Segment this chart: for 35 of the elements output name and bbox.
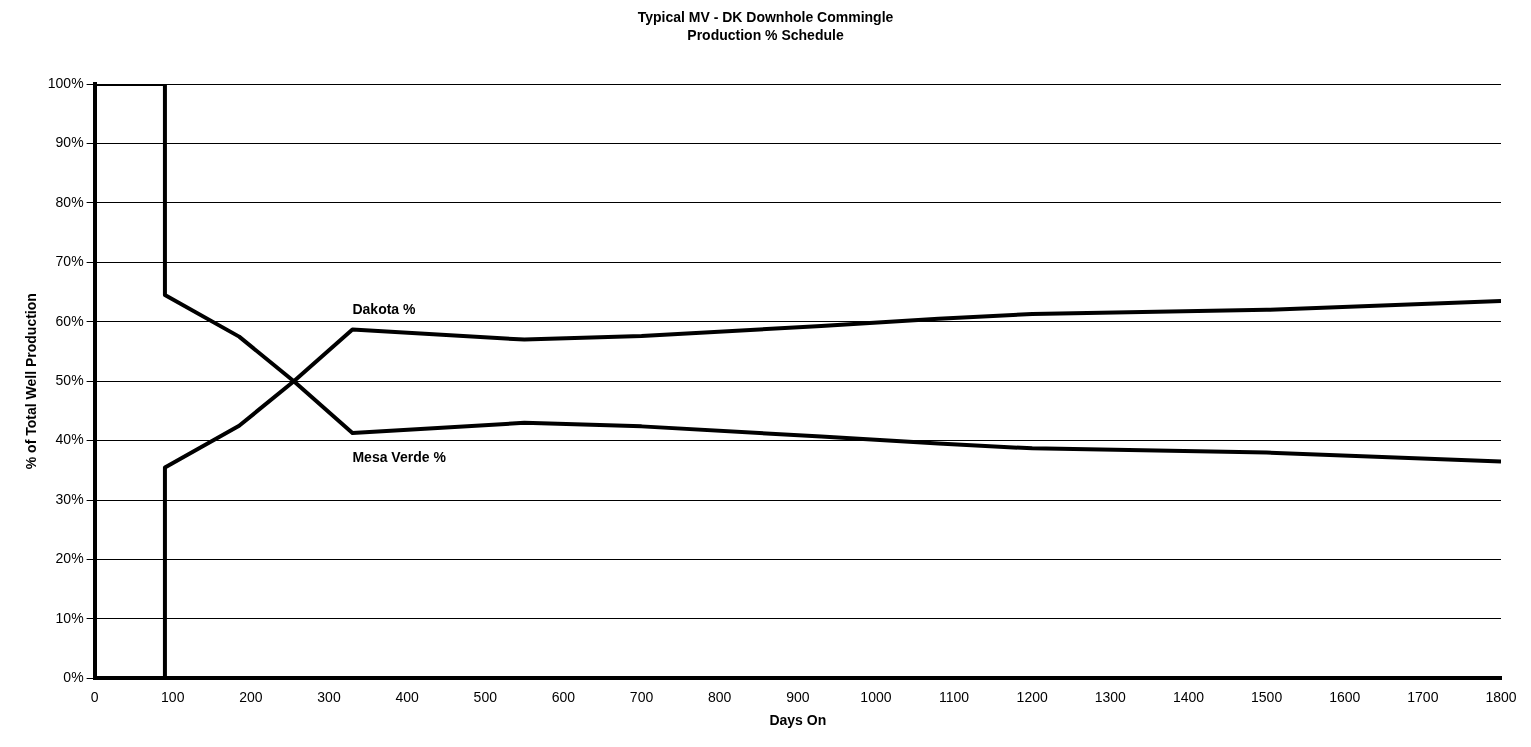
x-tick-label: 300 [317,688,341,705]
x-tick-label: 200 [239,688,263,705]
x-tick-label: 1500 [1251,688,1283,705]
x-tick-label: 700 [629,688,654,705]
x-tick-label: 400 [395,688,420,705]
x-axis-title: Days On [769,712,827,729]
series-label: Mesa Verde % [352,448,447,465]
y-tick-label: 100% [47,74,84,91]
x-tick-label: 0 [90,688,99,705]
chart-title: Typical MV - DK Downhole Commingle Production % Schedule [636,8,895,44]
x-tick-label: 600 [551,688,576,705]
y-tick-label: 70% [55,253,84,270]
y-tick-label: 0% [63,669,84,686]
y-tick-label: 40% [55,431,84,448]
x-tick-label: 900 [786,688,810,705]
x-tick-label: 1200 [1016,688,1048,705]
x-tick-label: 500 [473,688,498,705]
x-tick-label: 1700 [1407,688,1439,705]
y-tick-label: 20% [55,550,84,567]
x-tick-label: 1600 [1329,688,1361,705]
y-tick-label: 80% [55,193,84,210]
y-tick-label: 90% [55,134,84,151]
x-tick-label: 1000 [860,688,892,705]
y-tick-label: 30% [55,490,84,507]
series-label: Dakota % [352,301,417,318]
y-tick-label: 10% [55,609,84,626]
x-tick-label: 1400 [1172,688,1205,705]
y-axis-title: % of Total Well Production [23,293,40,470]
x-tick-label: 100 [161,688,185,705]
y-tick-label: 50% [55,372,84,389]
x-tick-label: 1100 [939,688,970,705]
x-tick-label: 800 [707,688,732,705]
x-tick-label: 1800 [1485,688,1517,705]
y-tick-label: 60% [55,312,84,329]
x-tick-label: 1300 [1094,688,1127,705]
